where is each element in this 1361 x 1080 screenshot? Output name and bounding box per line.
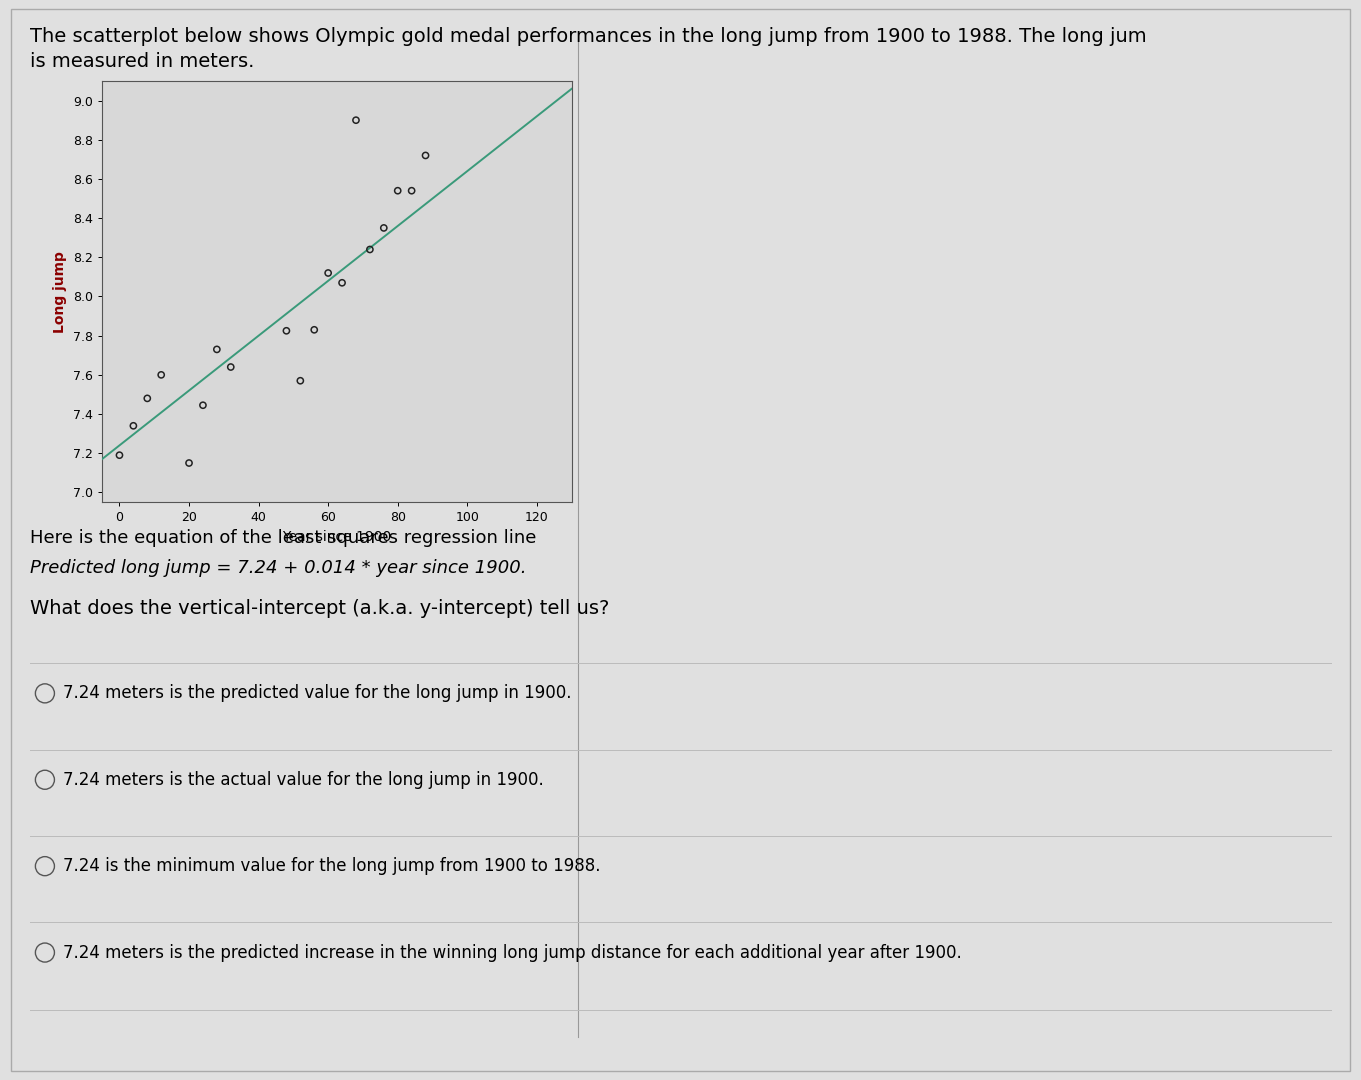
Point xyxy=(136,390,158,407)
X-axis label: Year since 1900: Year since 1900 xyxy=(282,530,392,544)
Point xyxy=(192,396,214,414)
Text: Predicted long jump = 7.24 + 0.014 * year since 1900.: Predicted long jump = 7.24 + 0.014 * yea… xyxy=(30,559,527,578)
Point xyxy=(109,446,131,463)
Text: is measured in meters.: is measured in meters. xyxy=(30,52,255,71)
Point xyxy=(122,417,144,434)
Text: 7.24 meters is the predicted value for the long jump in 1900.: 7.24 meters is the predicted value for t… xyxy=(63,685,572,702)
Point xyxy=(220,359,242,376)
Point xyxy=(387,183,408,200)
Point xyxy=(290,373,312,390)
Y-axis label: Long jump: Long jump xyxy=(53,251,68,333)
Text: 7.24 meters is the predicted increase in the winning long jump distance for each: 7.24 meters is the predicted increase in… xyxy=(63,944,961,961)
Text: The scatterplot below shows Olympic gold medal performances in the long jump fro: The scatterplot below shows Olympic gold… xyxy=(30,27,1146,46)
Point xyxy=(331,274,352,292)
Point xyxy=(359,241,381,258)
Point xyxy=(400,183,422,200)
Point xyxy=(415,147,437,164)
Text: Here is the equation of the least squares regression line: Here is the equation of the least square… xyxy=(30,529,536,548)
Point xyxy=(150,366,171,383)
Point xyxy=(178,455,200,472)
Point xyxy=(373,219,395,237)
Point xyxy=(346,111,367,129)
Text: 7.24 is the minimum value for the long jump from 1900 to 1988.: 7.24 is the minimum value for the long j… xyxy=(63,858,600,875)
Point xyxy=(206,341,227,359)
Point xyxy=(317,265,339,282)
Point xyxy=(304,321,325,338)
Text: 7.24 meters is the actual value for the long jump in 1900.: 7.24 meters is the actual value for the … xyxy=(63,771,543,788)
Point xyxy=(275,322,297,339)
Text: What does the vertical-intercept (a.k.a. y-intercept) tell us?: What does the vertical-intercept (a.k.a.… xyxy=(30,599,610,619)
